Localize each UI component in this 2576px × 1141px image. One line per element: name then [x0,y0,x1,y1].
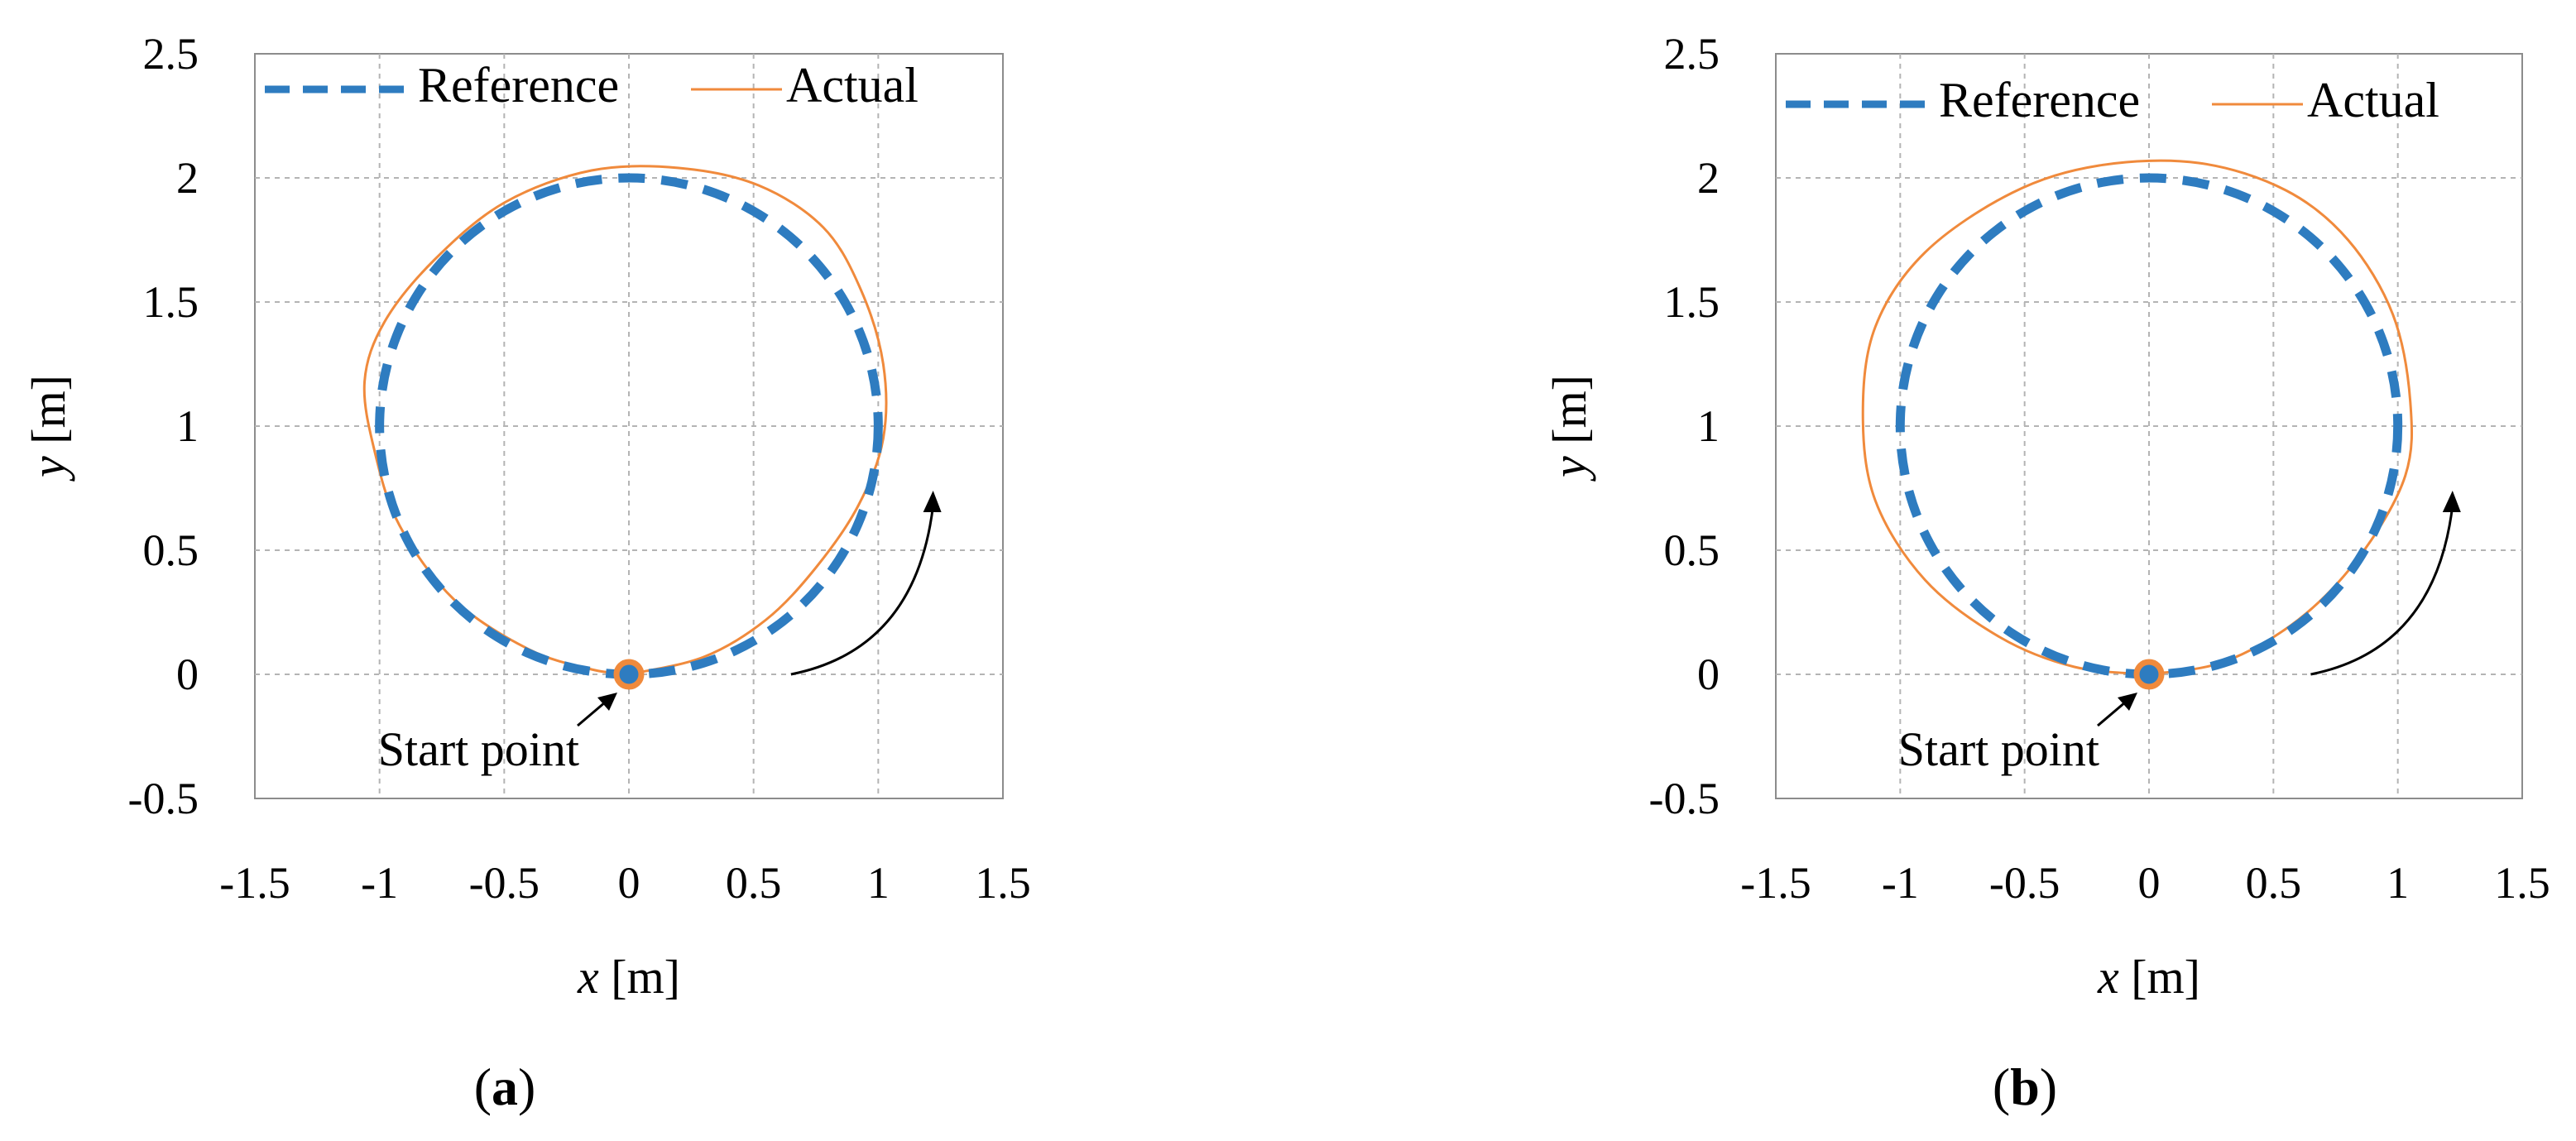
y-tick-label: 1.5 [143,277,199,327]
x-axis-unit: [m] [2119,950,2200,1004]
y-tick-label: 0 [1697,650,1720,699]
y-tick-label: 2 [176,153,199,203]
x-tick-label: -1 [1882,858,1919,908]
x-axis-unit: [m] [599,950,680,1004]
start-point-marker [2133,659,2165,690]
y-tick-label: 0 [176,650,199,699]
y-tick-label: 2 [1697,153,1720,203]
direction-arrowhead [2442,491,2461,512]
panel-label-open-paren: ( [474,1057,492,1116]
y-axis-variable: y [1542,456,1596,482]
start-point-label: Start point [378,722,579,776]
y-tick-label: -0.5 [128,774,199,823]
y-tick-label: 0.5 [1664,525,1720,575]
y-tick-label: 2.5 [1664,29,1720,79]
y-tick-label: -0.5 [1649,774,1720,823]
legend-actual-label: Actual [786,58,919,113]
y-axis-unit: [m] [1542,375,1596,456]
direction-arrow-curve [2310,505,2454,676]
y-axis-title: y [m] [1542,375,1596,482]
x-tick-label: -1.5 [219,858,290,908]
x-tick-label: -1.5 [1740,858,1811,908]
start-point-arrowhead [597,693,617,711]
panel-label: (a) [474,1057,536,1116]
x-axis-variable: x [577,950,599,1004]
panel-label: (b) [1993,1057,2057,1116]
x-tick-label: 1.5 [2494,858,2550,908]
direction-arrowhead [923,491,942,512]
y-tick-label: 1 [1697,401,1720,451]
x-axis-title: x [m] [2097,950,2200,1004]
panel-a: -1.5 -1 -0.5 0 0.5 1 1.5-0.500.511.522.5x [m]y… [22,29,1031,1116]
y-tick-label: 1 [176,401,199,451]
y-axis-unit: [m] [22,375,75,456]
legend-reference-label: Reference [1939,73,2140,127]
panel-label-letter: a [492,1057,518,1116]
panel-label-letter: b [2010,1057,2040,1116]
legend-reference-label: Reference [418,58,619,113]
direction-arrow-curve [790,505,935,676]
y-axis-variable: y [22,456,75,482]
x-tick-label: 0.5 [726,858,782,908]
x-tick-label: 1 [2387,858,2409,908]
x-tick-label: 1.5 [975,858,1031,908]
panel-label-close-paren: ) [518,1057,535,1116]
y-axis-title: y [m] [22,375,75,482]
x-tick-label: -0.5 [469,858,540,908]
y-tick-label: 1.5 [1664,277,1720,327]
start-point-label: Start point [1898,722,2099,776]
y-tick-label: 2.5 [143,29,199,79]
legend-actual-label: Actual [2307,73,2439,127]
x-tick-label: 1 [867,858,890,908]
panel-label-open-paren: ( [1993,1057,2010,1116]
y-tick-label: 0.5 [143,525,199,575]
x-axis-variable: x [2097,950,2119,1004]
x-tick-label: 0 [618,858,640,908]
x-tick-label: 0.5 [2246,858,2302,908]
start-point-marker [613,659,645,690]
panel-label-close-paren: ) [2040,1057,2057,1116]
actual-series-line [1861,159,2414,676]
panel-b: -1.5 -1 -0.5 0 0.5 1 1.5-0.500.511.522.5x [m]y… [1542,29,2550,1116]
x-axis-title: x [m] [577,950,680,1004]
x-tick-label: -0.5 [1989,858,2060,908]
x-tick-label: 0 [2138,858,2161,908]
start-point-arrowhead [2118,693,2137,711]
x-tick-label: -1 [361,858,398,908]
